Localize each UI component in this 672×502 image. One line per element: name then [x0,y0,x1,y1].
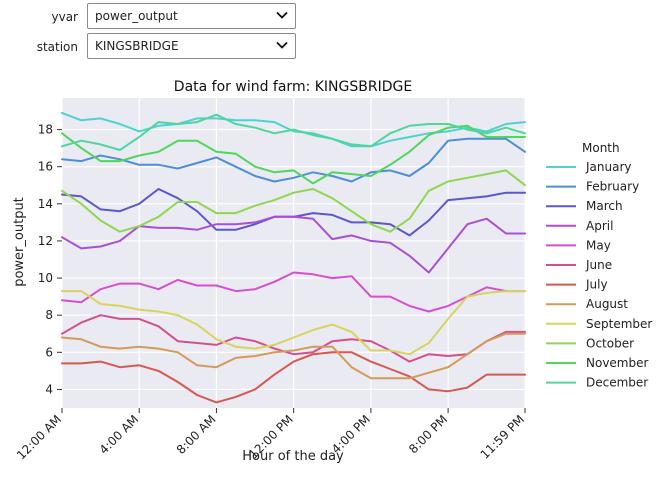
legend: Month January February March April May June Ju… [546,141,652,390]
x-tick-label: 12:00 AM [14,412,64,462]
series-line-june [61,314,526,363]
series-line-february [61,137,526,183]
series-line-january [61,111,526,148]
series-line-september [61,290,526,356]
series-line-october [61,169,526,233]
legend-title: Month [582,141,620,155]
y-axis-label: power_output [12,197,27,287]
y-tick-label: 14 [38,197,53,211]
x-tick-label: 4:00 AM [97,412,142,457]
chevron-down-icon [276,11,288,19]
y-tick-label: 10 [38,271,53,285]
y-tick-label: 12 [38,234,53,248]
station-dropdown[interactable]: KINGSBRIDGE [87,33,296,59]
y-tick-label: 6 [45,345,53,359]
series-line-july [61,351,526,404]
yvar-dropdown[interactable]: power_output [87,3,296,29]
legend-label-august: August [586,297,628,311]
station-label: station [36,40,78,54]
legend-label-january: January [585,160,632,174]
series-line-november [61,124,526,185]
yvar-label: yvar [51,10,79,24]
y-tick-label: 18 [38,123,53,137]
grid-lines [61,98,526,408]
x-tick-label: 11:59 PM [478,412,527,461]
y-tick-label: 4 [45,382,53,396]
x-tick-label: 8:00 AM [174,412,219,457]
legend-label-november: November [586,356,648,370]
legend-label-december: December [586,376,648,390]
y-tick-label: 16 [38,160,53,174]
legend-label-september: September [586,317,652,331]
legend-label-april: April [586,219,613,233]
series-line-december [61,113,526,151]
chart-title: Data for wind farm: KINGSBRIDGE [174,79,412,95]
station-dropdown-value: KINGSBRIDGE [95,39,179,53]
series-line-may [61,271,526,313]
y-tick-label: 8 [45,308,53,322]
series-line-august [61,332,526,380]
legend-label-october: October [586,336,634,350]
legend-label-june: June [585,258,612,272]
yvar-dropdown-value: power_output [95,9,178,23]
legend-label-february: February [586,180,639,194]
chevron-down-icon [276,41,288,49]
legend-label-july: July [585,278,608,292]
x-axis-label: Hour of the day [242,449,344,464]
legend-label-march: March [586,199,623,213]
legend-label-may: May [586,238,611,252]
series-lines [61,111,526,404]
x-tick-label: 8:00 PM [406,412,450,456]
